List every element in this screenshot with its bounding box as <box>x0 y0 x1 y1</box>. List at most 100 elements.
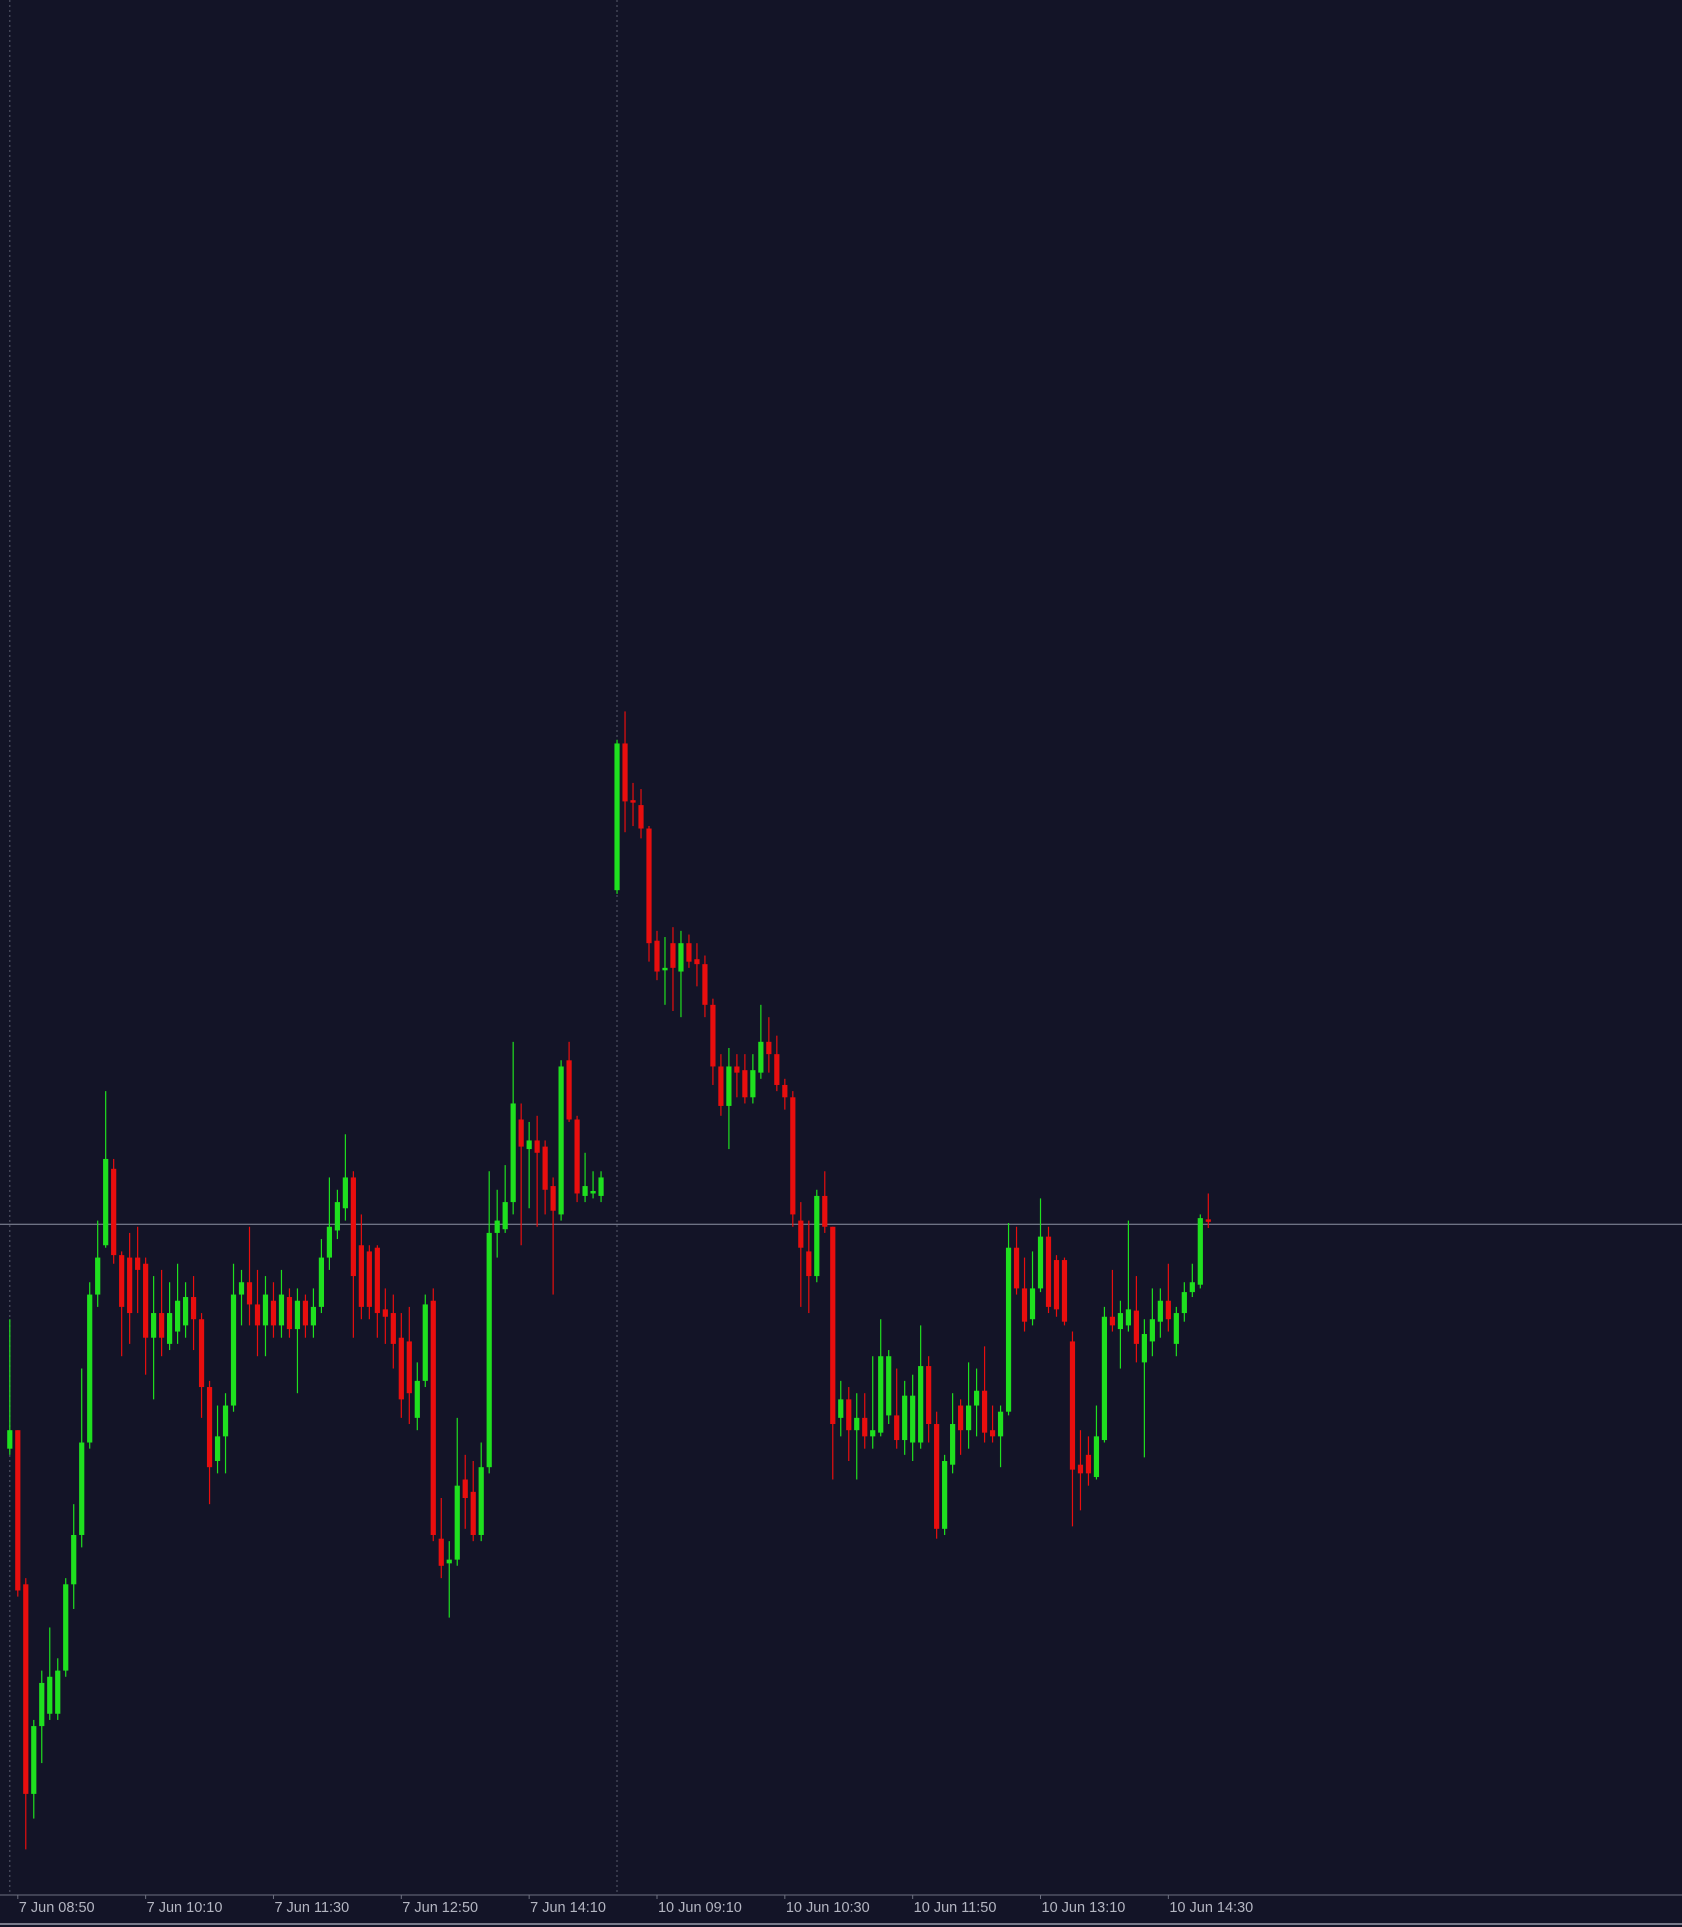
candle-body <box>1125 1309 1131 1326</box>
candle-body <box>310 1306 317 1326</box>
candle-body <box>750 1070 756 1098</box>
candle-body <box>366 1251 372 1307</box>
candle-body <box>782 1084 788 1098</box>
candle-body <box>766 1041 772 1055</box>
candle-body <box>127 1257 133 1314</box>
candle-body <box>174 1300 181 1332</box>
x-tick-label: 7 Jun 14:10 <box>530 1900 606 1916</box>
candle-body <box>1029 1288 1036 1320</box>
candle-body <box>934 1424 940 1529</box>
candle-body <box>318 1257 325 1307</box>
candle-body <box>63 1584 69 1671</box>
candle-body <box>973 1390 980 1406</box>
candle-body <box>206 1387 213 1468</box>
candle-body <box>902 1395 908 1441</box>
candle-body <box>446 1559 452 1564</box>
candle-body <box>542 1146 548 1190</box>
candle-body <box>262 1294 269 1326</box>
candle-body <box>15 1430 21 1591</box>
candle-body <box>494 1220 500 1233</box>
candle-body <box>878 1356 884 1433</box>
candle-body <box>47 1676 53 1714</box>
candle-body <box>822 1195 828 1227</box>
candle-body <box>702 964 708 1005</box>
candle-body <box>854 1417 860 1431</box>
x-tick-label: 10 Jun 11:50 <box>914 1900 997 1916</box>
x-tick-label: 7 Jun 10:10 <box>147 1900 223 1916</box>
candle-body <box>710 1004 716 1067</box>
candle-body <box>1005 1247 1012 1412</box>
candle-body <box>502 1202 508 1230</box>
candle-body <box>1141 1334 1147 1363</box>
candle-body <box>167 1313 173 1344</box>
candle-body <box>350 1177 356 1277</box>
candle-body <box>238 1282 245 1295</box>
candle-body <box>846 1399 852 1431</box>
candle-body <box>1101 1316 1108 1441</box>
candle-body <box>414 1380 420 1418</box>
candle-body <box>1117 1313 1124 1330</box>
candle-body <box>981 1390 988 1433</box>
candle-body <box>966 1405 972 1431</box>
candle-body <box>230 1294 237 1406</box>
candle-body <box>302 1300 309 1326</box>
candle-body <box>454 1485 460 1560</box>
candle-body <box>654 940 660 972</box>
candle-body <box>590 1191 596 1194</box>
candle-body <box>1197 1218 1203 1285</box>
candle-body <box>382 1309 388 1317</box>
candle-body <box>390 1313 396 1344</box>
x-tick-label: 7 Jun 08:50 <box>19 1900 95 1916</box>
candle-body <box>103 1158 109 1246</box>
candle-body <box>358 1245 364 1307</box>
candle-body <box>478 1467 484 1535</box>
candle-body <box>214 1436 221 1462</box>
candle-body <box>470 1491 476 1535</box>
candle-body <box>526 1140 532 1150</box>
candle-body <box>190 1297 197 1320</box>
candle-body <box>486 1232 492 1468</box>
candle-body <box>838 1399 844 1418</box>
candle-body <box>774 1054 780 1085</box>
candle-body <box>678 943 684 972</box>
candle-body <box>254 1304 261 1326</box>
candle-body <box>79 1442 85 1535</box>
candle-body <box>374 1247 380 1314</box>
candle-body <box>958 1405 964 1431</box>
candle-body <box>718 1066 724 1106</box>
candle-body <box>198 1319 205 1388</box>
candle-body <box>7 1430 13 1449</box>
candle-body <box>1149 1319 1155 1342</box>
candle-body <box>1069 1341 1076 1470</box>
candle-body <box>55 1670 61 1714</box>
candle-body <box>1205 1219 1211 1222</box>
candle-body <box>342 1177 348 1209</box>
candle-body <box>71 1534 77 1585</box>
candle-body <box>806 1251 812 1277</box>
candle-body <box>135 1257 141 1270</box>
candle-body <box>1037 1236 1044 1289</box>
candle-body <box>23 1584 29 1794</box>
candle-body <box>1077 1464 1084 1474</box>
candle-body <box>1045 1236 1052 1307</box>
candle-body <box>662 967 668 971</box>
candle-body <box>726 1066 732 1106</box>
candle-body <box>430 1300 436 1535</box>
candle-body <box>638 805 644 829</box>
candle-body <box>95 1257 101 1295</box>
candle-body <box>294 1300 301 1330</box>
candle-body <box>694 959 700 965</box>
candle-body <box>326 1226 332 1258</box>
x-tick-label: 10 Jun 14:30 <box>1169 1900 1253 1916</box>
candle-body <box>246 1282 253 1305</box>
candle-body <box>1109 1316 1116 1326</box>
candle-body <box>270 1300 277 1326</box>
candle-body <box>1173 1313 1179 1344</box>
candle-body <box>438 1538 444 1566</box>
candle-body <box>574 1119 580 1194</box>
candle-body <box>646 828 652 944</box>
candle-body <box>1157 1300 1163 1322</box>
x-tick-label: 7 Jun 11:30 <box>274 1900 349 1916</box>
